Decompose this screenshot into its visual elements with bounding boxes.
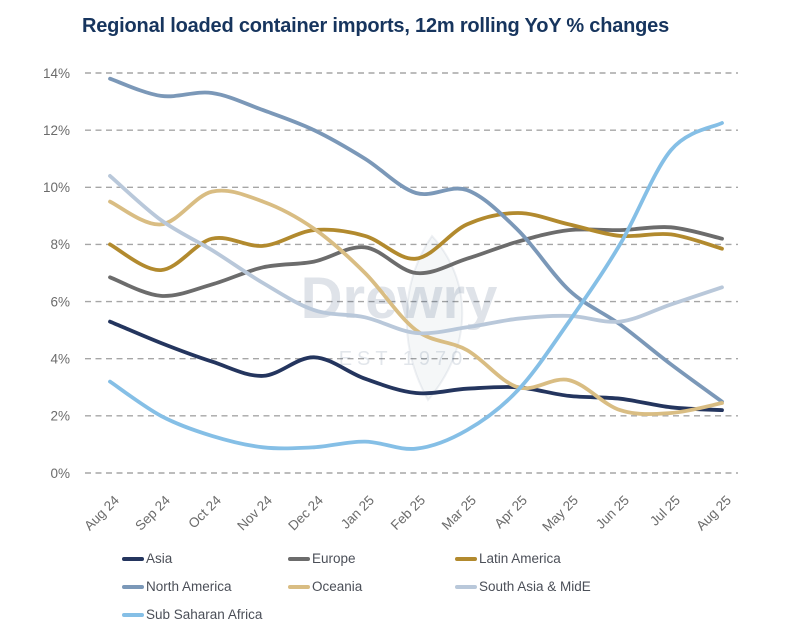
x-axis-label: Dec 24	[285, 492, 326, 533]
legend-label: South Asia & MidE	[479, 579, 591, 594]
y-axis-label: 8%	[50, 237, 70, 252]
legend-swatch-icon	[288, 556, 310, 561]
x-axis-label: Feb 25	[388, 493, 428, 533]
y-axis-label: 12%	[43, 123, 70, 138]
series-line-oceania	[108, 188, 724, 416]
legend-swatch-icon	[455, 556, 477, 561]
x-axis-label: Oct 24	[185, 492, 224, 531]
y-axis-label: 2%	[50, 409, 70, 424]
series-line-asia	[108, 319, 724, 412]
chart-title: Regional loaded container imports, 12m r…	[82, 15, 670, 37]
legend: Asia Europe Latin America North America Ocea…	[122, 549, 591, 624]
series-line-south-asia-mide	[108, 174, 724, 336]
x-axis-label: Jan 25	[338, 493, 377, 532]
legend-item-south-asia-mide: South Asia & MidE	[455, 577, 591, 596]
legend-item-asia: Asia	[122, 549, 288, 568]
watermark-subtext: EST 1970	[339, 348, 468, 370]
x-axis-label: Aug 24	[81, 492, 122, 533]
y-axis-label: 6%	[50, 294, 70, 309]
legend-item-latin-america: Latin America	[455, 549, 591, 568]
legend-swatch-icon	[122, 612, 144, 617]
series-line-europe	[108, 225, 724, 298]
line-chart: 0% 2% 4% 6% 8% 10% 12% 14% Aug 24 Sep 24 Oct 24 Nov…	[43, 66, 738, 535]
legend-swatch-icon	[122, 556, 144, 561]
y-axis-label: 14%	[43, 66, 70, 81]
y-axis-label: 10%	[43, 180, 70, 195]
legend-label: North America	[146, 579, 232, 594]
watermark-text: Drewry	[301, 266, 498, 331]
legend-swatch-icon	[455, 584, 477, 589]
x-axis-label: Aug 25	[693, 493, 734, 534]
legend-item-north-america: North America	[122, 577, 288, 596]
legend-label: Oceania	[312, 579, 363, 594]
legend-swatch-icon	[122, 584, 144, 589]
series-line-sub-saharan-africa	[108, 121, 724, 451]
legend-item-sub-saharan-africa: Sub Saharan Africa	[122, 605, 288, 624]
x-axis-label: Jun 25	[593, 493, 632, 532]
series-line-latin-america	[108, 211, 724, 272]
watermark-leaf-icon	[405, 234, 464, 402]
legend-label: Latin America	[479, 551, 561, 566]
x-axis-label: Sep 24	[132, 492, 173, 533]
legend-label: Europe	[312, 551, 356, 566]
legend-label: Sub Saharan Africa	[146, 607, 263, 622]
x-axis-label: Jul 25	[647, 493, 683, 529]
x-axis-label: May 25	[539, 493, 581, 535]
legend-item-europe: Europe	[288, 549, 455, 568]
y-axis-label: 0%	[50, 466, 70, 481]
legend-item-oceania: Oceania	[288, 577, 455, 596]
x-axis-label: Mar 25	[439, 493, 479, 533]
series-line-north-america	[108, 76, 724, 404]
legend-label: Asia	[146, 551, 173, 566]
x-axis-label: Nov 24	[234, 492, 275, 533]
y-axis-label: 4%	[50, 352, 70, 367]
legend-swatch-icon	[288, 584, 310, 589]
x-axis-label: Apr 25	[491, 493, 530, 532]
